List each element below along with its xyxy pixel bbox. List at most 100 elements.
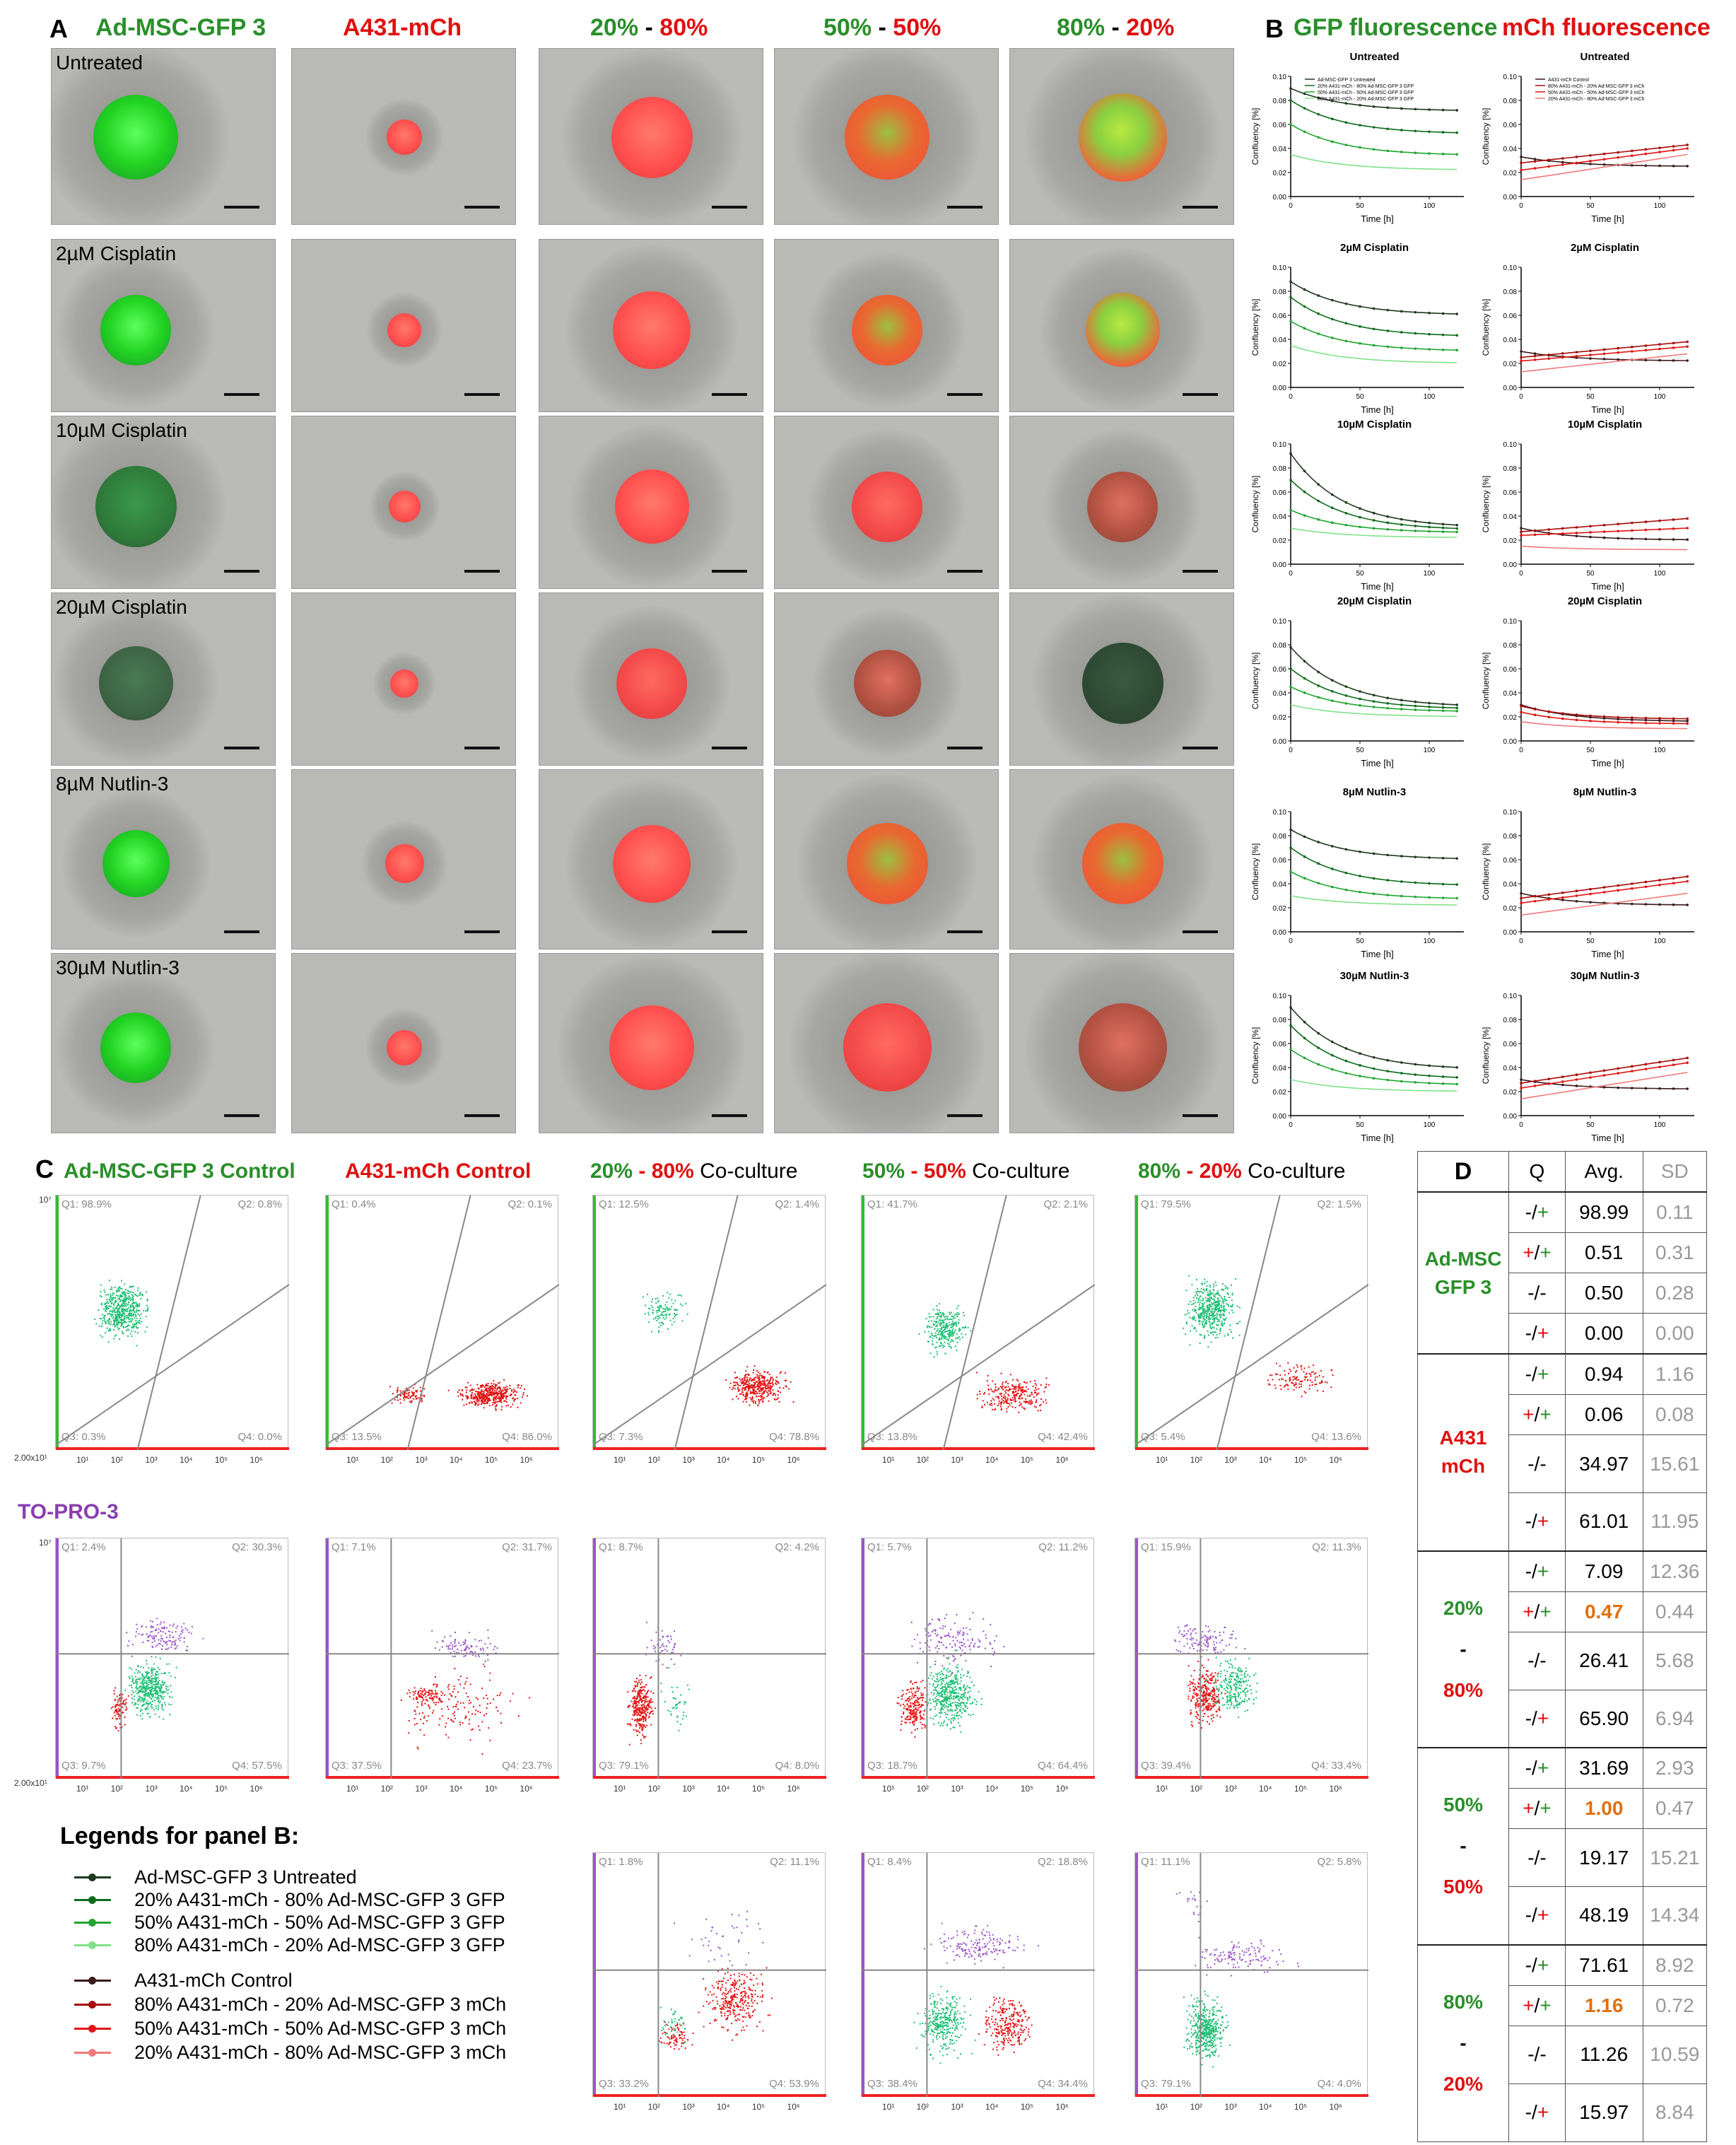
series-point [1575, 894, 1578, 897]
event-dot [1305, 1373, 1307, 1375]
series-point [1414, 310, 1417, 314]
event-dot [485, 1394, 487, 1396]
event-dot [633, 1707, 635, 1709]
event-dot [457, 1391, 459, 1393]
event-dot [447, 1389, 450, 1391]
event-dot [406, 1393, 408, 1395]
series-point [1344, 1059, 1348, 1063]
event-dot [419, 1695, 421, 1697]
event-dot [151, 1656, 153, 1658]
event-dot [746, 1378, 749, 1380]
event-dot [1212, 1322, 1214, 1324]
event-dot [474, 1393, 476, 1395]
event-dot [430, 1698, 433, 1700]
event-dot [154, 1685, 156, 1688]
event-dot [132, 1325, 134, 1327]
series-point [1386, 696, 1389, 700]
event-dot [439, 1699, 441, 1701]
event-dot [123, 1317, 125, 1319]
y-axis-label: Confluency [%] [1250, 108, 1260, 165]
event-dot [669, 1308, 671, 1310]
event-dot [486, 1713, 488, 1715]
event-dot [932, 1323, 934, 1325]
event-dot [1217, 1320, 1219, 1322]
series-point [1672, 717, 1675, 720]
event-dot [1020, 1389, 1022, 1391]
event-dot [472, 1398, 474, 1400]
event-dot [476, 1399, 479, 1401]
event-dot [1007, 1399, 1009, 1401]
series-point [1317, 518, 1320, 521]
series-point [1400, 708, 1403, 711]
event-dot [163, 1640, 165, 1642]
event-dot [943, 1345, 945, 1348]
event-dot [123, 1294, 125, 1296]
pct-b: 80% [659, 14, 708, 41]
event-dot [988, 1393, 990, 1395]
event-dot [1279, 1365, 1281, 1367]
event-dot [1027, 1388, 1029, 1390]
event-dot [452, 1720, 454, 1722]
event-dot [1231, 1305, 1233, 1307]
event-dot [937, 1333, 939, 1335]
event-dot [664, 1318, 666, 1320]
event-dot [474, 1651, 476, 1653]
series-point [1686, 720, 1689, 723]
event-dot [1212, 1308, 1214, 1309]
event-dot [414, 1710, 416, 1712]
event-dot [115, 1319, 117, 1320]
event-dot [662, 1294, 664, 1297]
event-dot [492, 1404, 493, 1406]
event-dot [929, 1336, 932, 1338]
line-chart: 30µM Nutlin-3 0.00 0.02 0.04 0.06 0.08 0.10 0 50… [1476, 967, 1706, 1155]
series-point [1686, 722, 1689, 725]
x-tick-label: 100 [1654, 747, 1666, 754]
event-dot [498, 1390, 500, 1392]
event-dot [498, 1392, 500, 1394]
event-dot [478, 1725, 479, 1727]
event-dot [136, 1681, 138, 1683]
event-dot [157, 1696, 159, 1698]
event-dot [1204, 1282, 1206, 1285]
event-dot [420, 1390, 422, 1392]
event-dot [1303, 1367, 1306, 1369]
event-dot [131, 1326, 133, 1328]
event-dot [753, 1392, 755, 1394]
col-header-a431: A431-mCh [343, 14, 462, 41]
event-dot [116, 1711, 117, 1713]
event-dot [141, 1683, 143, 1685]
y-tick-label: 0.00 [1273, 929, 1287, 937]
event-dot [644, 1686, 646, 1688]
event-dot [979, 1393, 981, 1395]
event-dot [1011, 1402, 1012, 1404]
event-dot [936, 1351, 938, 1353]
event-dot [128, 1329, 130, 1331]
line-chart: 2µM Cisplatin 0.00 0.02 0.04 0.06 0.08 0.10 0 50… [1476, 239, 1706, 426]
event-dot [669, 1313, 671, 1315]
event-dot [468, 1647, 470, 1649]
event-dot [655, 1310, 657, 1311]
event-dot [135, 1314, 137, 1316]
event-dot [505, 1391, 507, 1393]
event-dot [129, 1286, 131, 1288]
event-dot [489, 1400, 491, 1401]
event-dot [1005, 1400, 1007, 1402]
event-dot [114, 1320, 116, 1322]
event-dot [131, 1335, 133, 1337]
y-tick-label: 0.04 [1273, 337, 1287, 344]
event-dot [143, 1676, 145, 1678]
event-dot [121, 1288, 123, 1290]
event-dot [640, 1712, 642, 1714]
gate-line [326, 1284, 559, 1446]
event-dot [479, 1398, 481, 1400]
event-dot [1298, 1386, 1300, 1389]
event-dot [109, 1299, 111, 1302]
event-dot [729, 1386, 731, 1389]
event-dot [948, 1321, 950, 1323]
event-dot [636, 1678, 638, 1680]
event-dot [1204, 1335, 1206, 1337]
quadrant-percent: Q2: 30.3% [232, 1541, 282, 1553]
event-dot [161, 1695, 163, 1697]
series-point [1317, 332, 1320, 335]
event-dot [428, 1704, 429, 1706]
